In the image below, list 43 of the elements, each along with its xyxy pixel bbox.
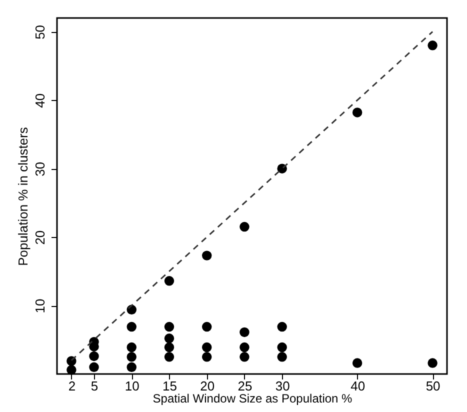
- point: [352, 108, 362, 118]
- point: [240, 342, 250, 352]
- point: [428, 358, 438, 368]
- x-tick-label: 2: [68, 378, 76, 394]
- point: [164, 276, 174, 286]
- point: [126, 342, 137, 352]
- point: [164, 342, 174, 352]
- x-tick-label: 10: [124, 378, 140, 394]
- x-tick-label: 40: [350, 378, 366, 394]
- point: [240, 222, 250, 232]
- point: [202, 352, 212, 362]
- point: [164, 322, 174, 332]
- point: [126, 322, 137, 332]
- x-tick-label: 25: [238, 378, 252, 394]
- point: [89, 362, 99, 372]
- point: [277, 322, 287, 332]
- x-axis-title: Spatial Window Size as Population %: [152, 392, 353, 406]
- x-tick-label: 15: [162, 378, 177, 394]
- point: [352, 358, 362, 368]
- y-tick-label: 30: [32, 162, 48, 176]
- y-tick-label: 20: [32, 230, 48, 245]
- y-axis-title: Population % in clusters: [16, 126, 30, 266]
- point: [202, 250, 212, 260]
- point: [240, 352, 250, 362]
- y-tick-label: 50: [32, 24, 48, 40]
- point: [126, 352, 137, 362]
- point: [202, 322, 212, 332]
- point: [126, 362, 137, 372]
- x-tick-label: 50: [426, 378, 440, 394]
- x-tick-label: 5: [90, 378, 98, 394]
- point: [277, 352, 287, 362]
- point: [89, 351, 99, 362]
- y-tick-label: 10: [32, 298, 48, 314]
- x-tick-label: 30: [275, 378, 290, 394]
- point: [240, 327, 250, 338]
- point: [277, 342, 287, 352]
- point: [202, 342, 212, 352]
- x-tick-label: 20: [200, 378, 215, 394]
- y-tick-label: 40: [32, 93, 48, 108]
- point: [164, 334, 174, 344]
- point: [164, 352, 174, 362]
- point: [428, 40, 438, 50]
- point: [66, 365, 76, 375]
